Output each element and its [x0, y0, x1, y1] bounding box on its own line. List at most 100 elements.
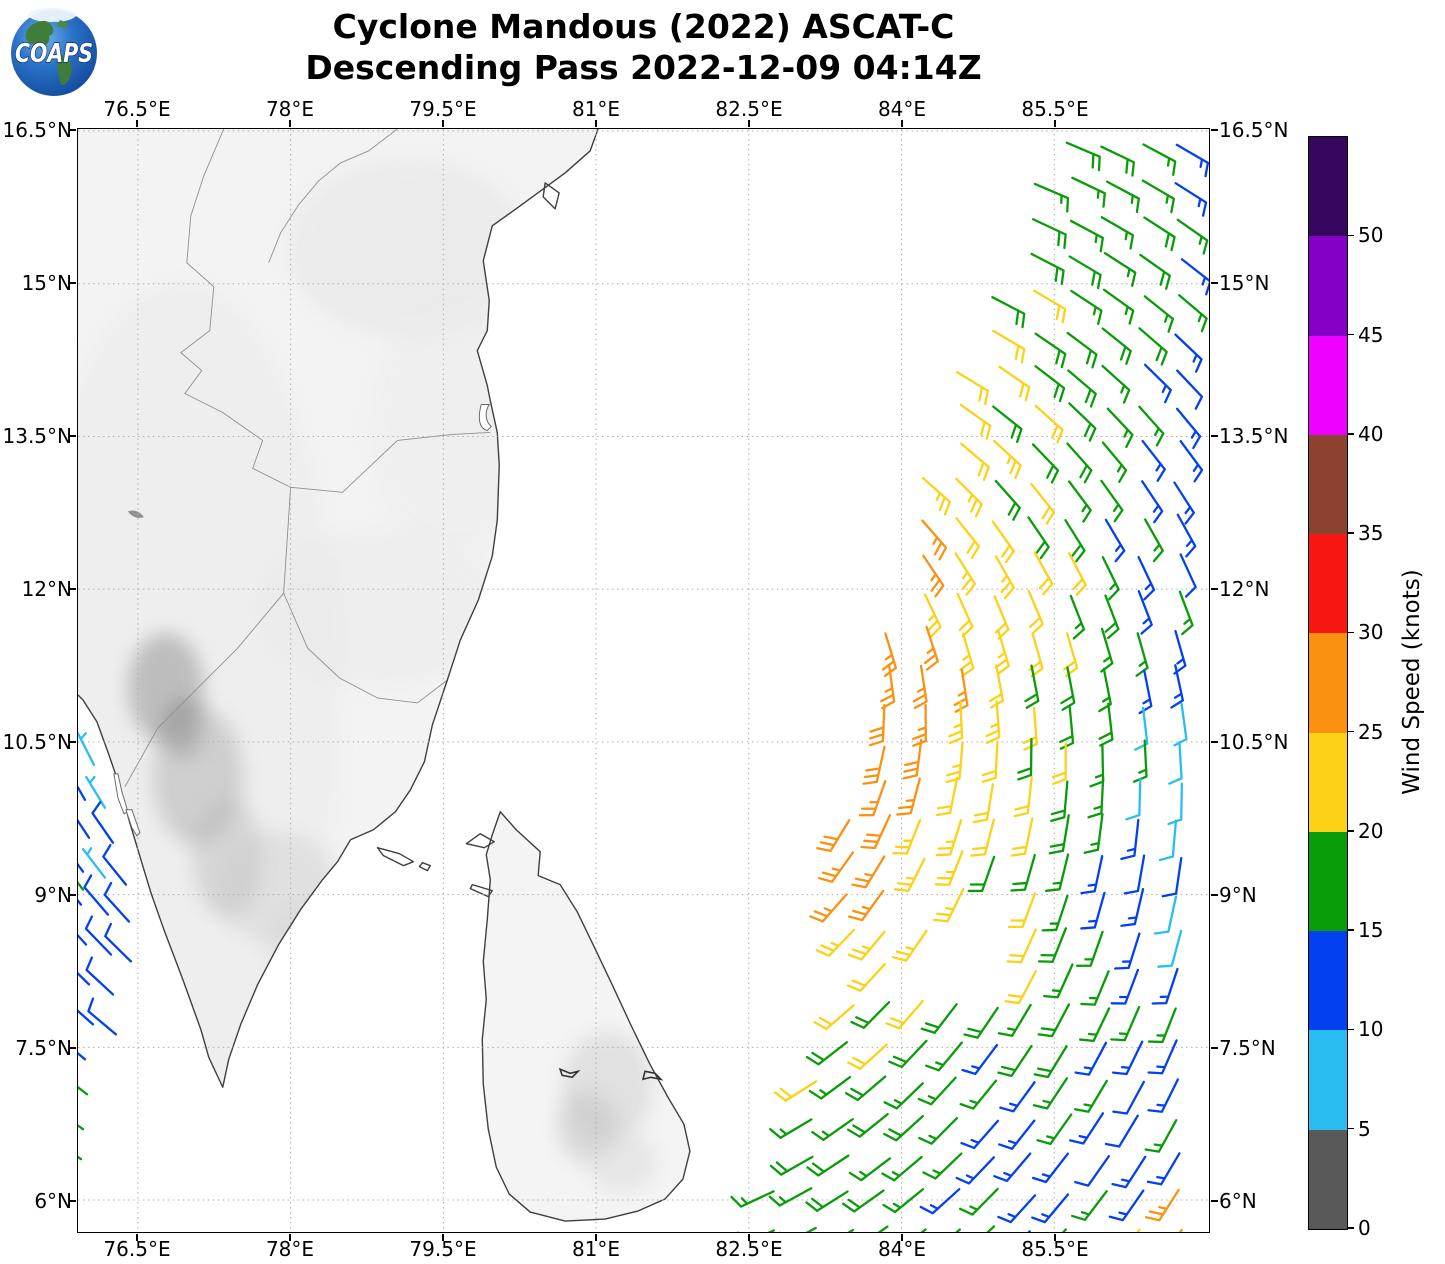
lat-tickmark-right	[1211, 588, 1218, 590]
wind-barb	[912, 664, 928, 710]
lon-tick-label-top: 78°E	[265, 97, 315, 121]
wind-barb	[1010, 853, 1036, 892]
wind-barb	[1069, 219, 1104, 253]
wind-barb	[1146, 1152, 1181, 1186]
wind-barb	[1031, 443, 1060, 484]
wind-barb	[78, 1124, 85, 1131]
wind-barb-layer	[78, 141, 1209, 1232]
globe-polar-cap	[28, 8, 76, 22]
wind-barb	[994, 630, 1010, 676]
lon-tickmark-top	[442, 120, 444, 127]
wind-barb	[1078, 1007, 1111, 1042]
wind-barb	[918, 1117, 958, 1145]
wind-barb	[1147, 1078, 1180, 1113]
wind-barb	[945, 741, 964, 784]
lon-tick-label-bottom: 85.5°E	[1021, 1237, 1089, 1261]
colorbar-tick-label: 0	[1358, 1216, 1371, 1240]
lat-tick-label-right: 6°N	[1219, 1189, 1257, 1213]
wind-barb	[955, 1156, 996, 1185]
wind-barb	[1179, 553, 1197, 598]
colorbar-tickmark	[1348, 730, 1354, 733]
wind-barb	[1110, 1006, 1141, 1042]
wind-barb	[773, 1080, 818, 1102]
wind-barb	[1120, 887, 1145, 927]
wind-barb	[78, 785, 87, 801]
wind-barb	[1061, 1228, 1067, 1232]
wind-barb	[1158, 819, 1178, 862]
lon-tick-label-bottom: 78°E	[265, 1237, 315, 1261]
wind-barb	[1073, 1079, 1108, 1113]
wind-barb	[1060, 666, 1076, 711]
lon-tick-label-top: 76.5°E	[103, 97, 171, 121]
wind-barb	[83, 874, 110, 916]
colorbar-band-35-40	[1309, 434, 1347, 535]
wind-barb	[933, 887, 965, 923]
wind-barb	[880, 664, 896, 710]
wind-barb	[1104, 1114, 1139, 1148]
wind-barb	[972, 783, 995, 824]
wind-barb	[1036, 1113, 1073, 1146]
lat-tick-label-right: 15°N	[1219, 271, 1270, 295]
wind-barb	[1112, 1080, 1145, 1115]
lon-tick-label-bottom: 84°E	[877, 1237, 927, 1261]
colorbar-band-25-30	[1309, 633, 1347, 733]
wind-barb	[1138, 405, 1165, 447]
wind-barb	[1068, 255, 1102, 290]
wind-barb	[1070, 289, 1103, 325]
wind-barb	[1068, 1112, 1105, 1145]
colorbar-tickmark	[1348, 333, 1354, 336]
wind-barb	[992, 405, 1023, 443]
wind-barb	[919, 1188, 961, 1215]
wind-barb	[850, 1001, 891, 1029]
colorbar-tickmark	[1348, 631, 1354, 634]
wind-barb	[813, 1004, 855, 1031]
wind-barb	[85, 956, 115, 996]
colorbar-tick-label: 35	[1358, 521, 1384, 546]
wind-barb	[1006, 928, 1037, 964]
wind-barb	[1114, 932, 1141, 970]
wind-barb	[1067, 480, 1092, 523]
wind-barb	[1173, 702, 1188, 747]
wind-barb	[959, 1079, 998, 1110]
wind-barb	[1041, 894, 1069, 932]
colorbar-tick-label: 25	[1358, 719, 1384, 744]
islet-palk-chain	[376, 846, 415, 867]
wind-barb	[1033, 182, 1070, 213]
wind-barb	[986, 1225, 996, 1232]
wind-barb	[923, 593, 942, 638]
wind-barb	[769, 1155, 814, 1176]
wind-barb	[91, 801, 115, 844]
lat-tick-label-left: 15°N	[21, 271, 72, 295]
wind-barb	[1111, 1155, 1147, 1189]
wind-barb	[815, 928, 856, 957]
lat-tick-label-left: 10.5°N	[2, 730, 73, 754]
lat-tick-label-left: 7.5°N	[15, 1036, 72, 1060]
wind-barb	[841, 1189, 885, 1213]
wind-barb	[1067, 552, 1087, 597]
lat-tickmark-right	[1211, 1200, 1218, 1202]
wind-barb	[1069, 594, 1086, 640]
wind-barb	[806, 1154, 850, 1177]
wind-barb	[921, 519, 948, 561]
wind-barb	[997, 1003, 1032, 1037]
wind-barb	[78, 862, 85, 873]
wind-barb	[1074, 1041, 1108, 1076]
wind-barb	[985, 700, 1001, 744]
wind-barb	[955, 517, 981, 560]
wind-barb	[1027, 516, 1050, 560]
wind-barb	[1137, 590, 1153, 635]
colorbar-band-40-45	[1309, 335, 1347, 435]
lat-tick-label-right: 9°N	[1219, 883, 1257, 907]
lat-tickmark-right	[1211, 741, 1218, 743]
wind-barb	[882, 1188, 925, 1214]
lon-tick-label-bottom: 81°E	[571, 1237, 621, 1261]
wind-barb	[1033, 551, 1054, 596]
wind-barb	[862, 745, 886, 785]
wind-barb	[1080, 970, 1110, 1006]
wind-barb	[78, 1052, 87, 1061]
lon-tick-label-top: 85.5°E	[1021, 97, 1089, 121]
wind-barb	[1031, 218, 1067, 250]
wind-barb	[78, 971, 91, 986]
lat-tickmark-right	[1211, 894, 1218, 896]
